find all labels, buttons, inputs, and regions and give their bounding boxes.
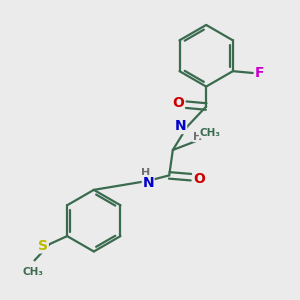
Text: O: O [172,96,184,110]
Text: O: O [193,172,205,186]
Text: CH₃: CH₃ [199,128,220,138]
Text: H: H [193,132,202,142]
Text: CH₃: CH₃ [22,267,43,277]
Text: N: N [175,119,187,134]
Text: S: S [38,239,48,253]
Text: N: N [142,176,154,190]
Text: F: F [255,66,264,80]
Text: H: H [141,168,150,178]
